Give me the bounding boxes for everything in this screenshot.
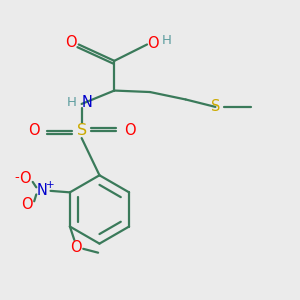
Text: O: O (70, 240, 82, 255)
Text: O: O (20, 172, 31, 187)
Text: O: O (124, 123, 136, 138)
Text: N: N (36, 183, 47, 198)
Text: S: S (211, 99, 221, 114)
Text: O: O (21, 197, 33, 212)
Text: O: O (147, 35, 159, 50)
Text: +: + (46, 180, 54, 190)
Text: O: O (28, 123, 39, 138)
Text: H: H (66, 96, 76, 109)
Text: O: O (65, 34, 77, 50)
Text: N: N (82, 95, 92, 110)
Text: S: S (76, 123, 87, 138)
Text: H: H (161, 34, 171, 47)
Text: -: - (15, 171, 19, 184)
